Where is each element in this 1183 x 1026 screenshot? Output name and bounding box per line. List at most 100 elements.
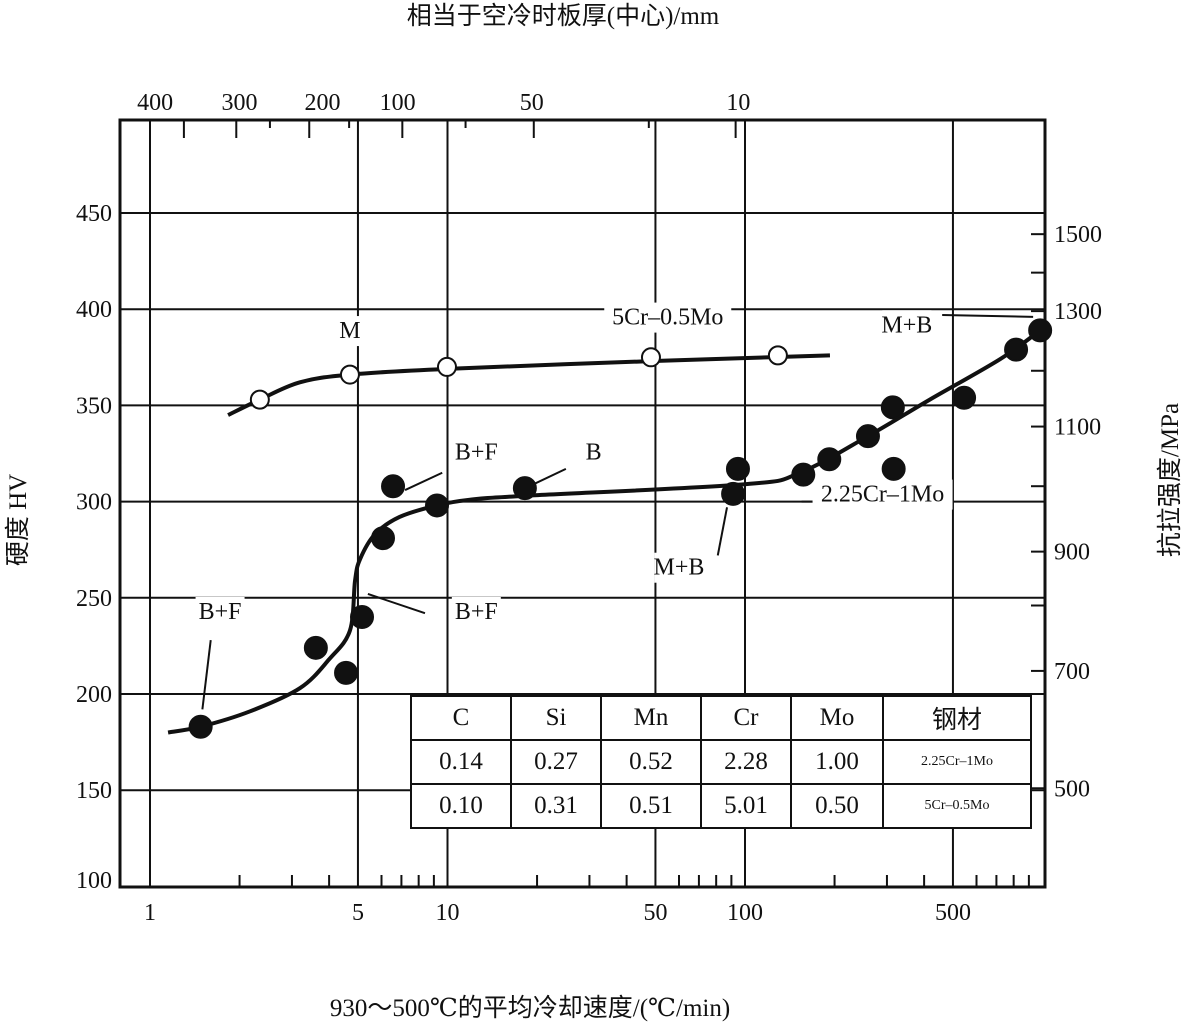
annotation-bg xyxy=(882,310,932,341)
table-cell: 0.27 xyxy=(510,739,602,785)
curves xyxy=(167,328,1042,735)
annotation-leader xyxy=(404,471,443,491)
open-data-point xyxy=(640,347,661,368)
table-cell: 0.50 xyxy=(790,783,884,829)
filled-data-point xyxy=(350,605,375,630)
y-tick-label: 250 xyxy=(76,586,112,612)
open-data-point xyxy=(436,356,457,377)
table-header: Si xyxy=(510,695,602,741)
table-cell: 2.28 xyxy=(700,739,792,785)
annotation-bg xyxy=(604,302,732,333)
table-cell: 1.00 xyxy=(790,739,884,785)
table-header: Mo xyxy=(790,695,884,741)
filled-data-point xyxy=(512,476,537,501)
y2-tick-label: 700 xyxy=(1054,659,1090,685)
annotation-label: 2.25Cr–1Mo xyxy=(821,482,944,508)
filled-data-point xyxy=(303,635,328,660)
table-header: 钢材 xyxy=(882,695,1032,741)
table-cell: 0.31 xyxy=(510,783,602,829)
filled-data-point xyxy=(791,462,816,487)
annotation-label: M xyxy=(339,318,360,344)
annotation-bg xyxy=(451,596,501,627)
open-data-point xyxy=(339,364,360,385)
x-tick-label: 1 xyxy=(144,900,156,926)
table-cell: 5Cr–0.5Mo xyxy=(882,783,1032,829)
filled-data-point xyxy=(855,424,880,449)
y-tick-label: 200 xyxy=(76,682,112,708)
annotation-label: B+F xyxy=(455,599,498,625)
filled-data-point xyxy=(1004,337,1029,362)
y2-tick-label: 1100 xyxy=(1054,415,1101,441)
top-tick-label: 100 xyxy=(380,90,416,116)
open-data-point xyxy=(249,389,270,410)
annotation-label: M+B xyxy=(654,555,705,581)
annotation-leader xyxy=(942,313,1034,318)
annotation-leader xyxy=(367,593,426,615)
filled-data-point xyxy=(721,481,746,506)
y2-tick-label: 1300 xyxy=(1054,299,1102,325)
x-tick-label: 10 xyxy=(436,900,460,926)
y-tick-label: 350 xyxy=(76,393,112,419)
x-tick-label: 500 xyxy=(935,900,971,926)
filled-data-point xyxy=(381,474,406,499)
annotation-bg xyxy=(195,596,245,627)
y2-axis-title: 抗拉强度/MPa xyxy=(1156,403,1183,557)
annotation-bg xyxy=(582,437,606,468)
top-tick-label: 10 xyxy=(726,90,750,116)
annotation-bg xyxy=(654,552,704,583)
annotation-leader xyxy=(716,507,728,556)
annotation-label: 5Cr–0.5Mo xyxy=(612,305,723,331)
filled-data-point xyxy=(817,447,842,472)
annotation-bg xyxy=(338,316,362,347)
table-header: Mn xyxy=(600,695,702,741)
table-header: Cr xyxy=(700,695,792,741)
x-axis-title: 930～500℃的平均冷却速度/(℃/min) xyxy=(330,994,730,1022)
y-tick-label: 450 xyxy=(76,201,112,227)
y-tick-label: 100 xyxy=(76,868,112,894)
filled-data-point xyxy=(881,456,906,481)
curve-2-25cr-1mo xyxy=(167,328,1042,735)
x-tick-label: 50 xyxy=(643,900,667,926)
composition-table: C Si Mn Cr Mo 钢材 0.14 0.27 0.52 2.28 1.0… xyxy=(410,695,1032,829)
filled-data-point xyxy=(880,395,905,420)
filled-data-point xyxy=(334,660,359,685)
y2-tick-label: 500 xyxy=(1054,776,1090,802)
filled-data-point xyxy=(1028,318,1053,343)
top-tick-label: 200 xyxy=(304,90,340,116)
top-axis-title: 相当于空冷时板厚(中心)/mm xyxy=(407,2,720,30)
table-cell: 0.10 xyxy=(410,783,512,829)
x-tick-label: 100 xyxy=(727,900,763,926)
filled-data-point xyxy=(370,526,395,551)
table-header: C xyxy=(410,695,512,741)
filled-data-point xyxy=(952,385,977,410)
table-cell: 0.51 xyxy=(600,783,702,829)
axis-ticks: 1 5 10 50 100 500 450 400 350 300 250 200 150 100 1500… xyxy=(76,90,1102,926)
y-tick-label: 150 xyxy=(76,778,112,804)
table-header-row: C Si Mn Cr Mo 钢材 xyxy=(410,695,1032,741)
table-cell: 5.01 xyxy=(700,783,792,829)
y2-tick-label: 900 xyxy=(1054,540,1090,566)
annotation-label: B xyxy=(586,439,602,465)
plot-frame xyxy=(118,118,1047,889)
data-points xyxy=(188,318,1053,739)
filled-data-point xyxy=(188,714,213,739)
filled-data-point xyxy=(725,456,750,481)
annotation-leader xyxy=(201,640,212,710)
table-cell: 0.14 xyxy=(410,739,512,785)
annotations: M 5Cr–0.5Mo M+B B+F B 2.25Cr–1Mo M+B B+F B+F xyxy=(195,302,1034,710)
y2-tick-label: 1500 xyxy=(1054,222,1102,248)
annotation-label: B+F xyxy=(199,599,242,625)
table-row: 0.14 0.27 0.52 2.28 1.00 2.25Cr–1Mo xyxy=(410,739,1032,785)
table-row: 0.10 0.31 0.51 5.01 0.50 5Cr–0.5Mo xyxy=(410,783,1032,829)
y-tick-label: 300 xyxy=(76,490,112,516)
annotation-bg xyxy=(812,479,953,510)
y-axis-title: 硬度 HV xyxy=(4,474,32,566)
top-tick-label: 50 xyxy=(520,90,544,116)
top-tick-label: 400 xyxy=(137,90,173,116)
open-data-point xyxy=(767,345,788,366)
filled-data-point xyxy=(425,493,450,518)
table-cell: 2.25Cr–1Mo xyxy=(882,739,1032,785)
annotation-label: B+F xyxy=(455,439,498,465)
y-tick-label: 400 xyxy=(76,297,112,323)
